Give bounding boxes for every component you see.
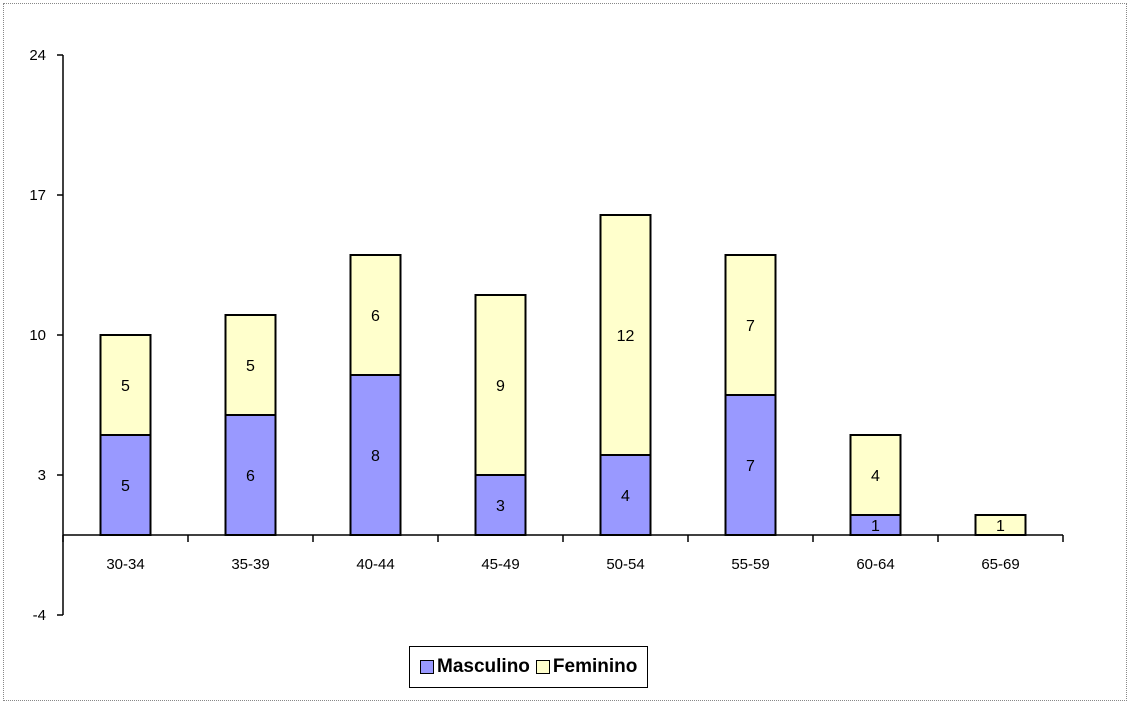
- x-tick-label-50-54: 50-54: [606, 556, 644, 573]
- data-label-feminino-40-44: 6: [371, 308, 380, 325]
- data-label-feminino-65-69: 1: [996, 518, 1005, 535]
- bar-feminino-40-44: [349, 254, 402, 376]
- y-tick-label-3: 3: [38, 467, 46, 484]
- x-tick-label-65-69: 65-69: [981, 556, 1019, 573]
- bar-feminino-60-64: [849, 434, 902, 516]
- x-tick-label-45-49: 45-49: [481, 556, 519, 573]
- legend-item-feminino: Feminino: [535, 656, 638, 678]
- bar-feminino-30-34: [99, 334, 152, 436]
- x-tick-label-55-59: 55-59: [731, 556, 769, 573]
- y-tick-label--4: -4: [33, 607, 46, 624]
- legend: Masculino Feminino: [409, 646, 649, 688]
- y-tick-label-24: 24: [29, 47, 46, 64]
- data-label-masculino-55-59: 7: [746, 458, 755, 475]
- data-label-feminino-55-59: 7: [746, 318, 755, 335]
- bar-feminino-50-54: [599, 214, 652, 456]
- bar-feminino-35-39: [224, 314, 277, 416]
- data-label-masculino-40-44: 8: [371, 448, 380, 465]
- bar-masculino-50-54: [599, 454, 652, 536]
- y-tick-label-10: 10: [29, 327, 46, 344]
- legend-swatch-masculino: [420, 660, 434, 674]
- data-label-masculino-35-39: 6: [246, 468, 255, 485]
- data-label-masculino-45-49: 3: [496, 498, 505, 515]
- bars-layer: [99, 214, 1027, 536]
- data-label-feminino-60-64: 4: [871, 468, 880, 485]
- y-tick-label-17: 17: [29, 187, 46, 204]
- data-label-feminino-50-54: 12: [617, 328, 635, 345]
- x-tick-label-40-44: 40-44: [356, 556, 394, 573]
- legend-swatch-feminino: [535, 660, 550, 674]
- legend-item-masculino: Masculino: [420, 656, 530, 678]
- x-tick-label-35-39: 35-39: [231, 556, 269, 573]
- x-tick-label-30-34: 30-34: [106, 556, 144, 573]
- bar-masculino-55-59: [724, 394, 777, 536]
- bar-feminino-55-59: [724, 254, 777, 396]
- data-label-masculino-50-54: 4: [621, 488, 630, 505]
- data-label-feminino-45-49: 9: [496, 378, 505, 395]
- labels-layer: 5 5 6 5 8 6 3 9 4 12 7 7 1 4 1 -4 3 10 17 24 30-34 35-39 40-44…: [29, 47, 1019, 624]
- legend-label-masculino: Masculino: [437, 656, 530, 677]
- data-label-feminino-35-39: 5: [246, 358, 255, 375]
- legend-label-feminino: Feminino: [552, 656, 638, 677]
- chart-frame: [3, 3, 1127, 701]
- bar-masculino-45-49: [474, 474, 527, 536]
- data-label-masculino-30-34: 5: [121, 478, 130, 495]
- axes-layer: [57, 54, 1064, 616]
- bar-feminino-45-49: [474, 294, 527, 476]
- data-label-feminino-30-34: 5: [121, 378, 130, 395]
- x-tick-label-60-64: 60-64: [856, 556, 894, 573]
- data-label-masculino-60-64: 1: [871, 518, 880, 535]
